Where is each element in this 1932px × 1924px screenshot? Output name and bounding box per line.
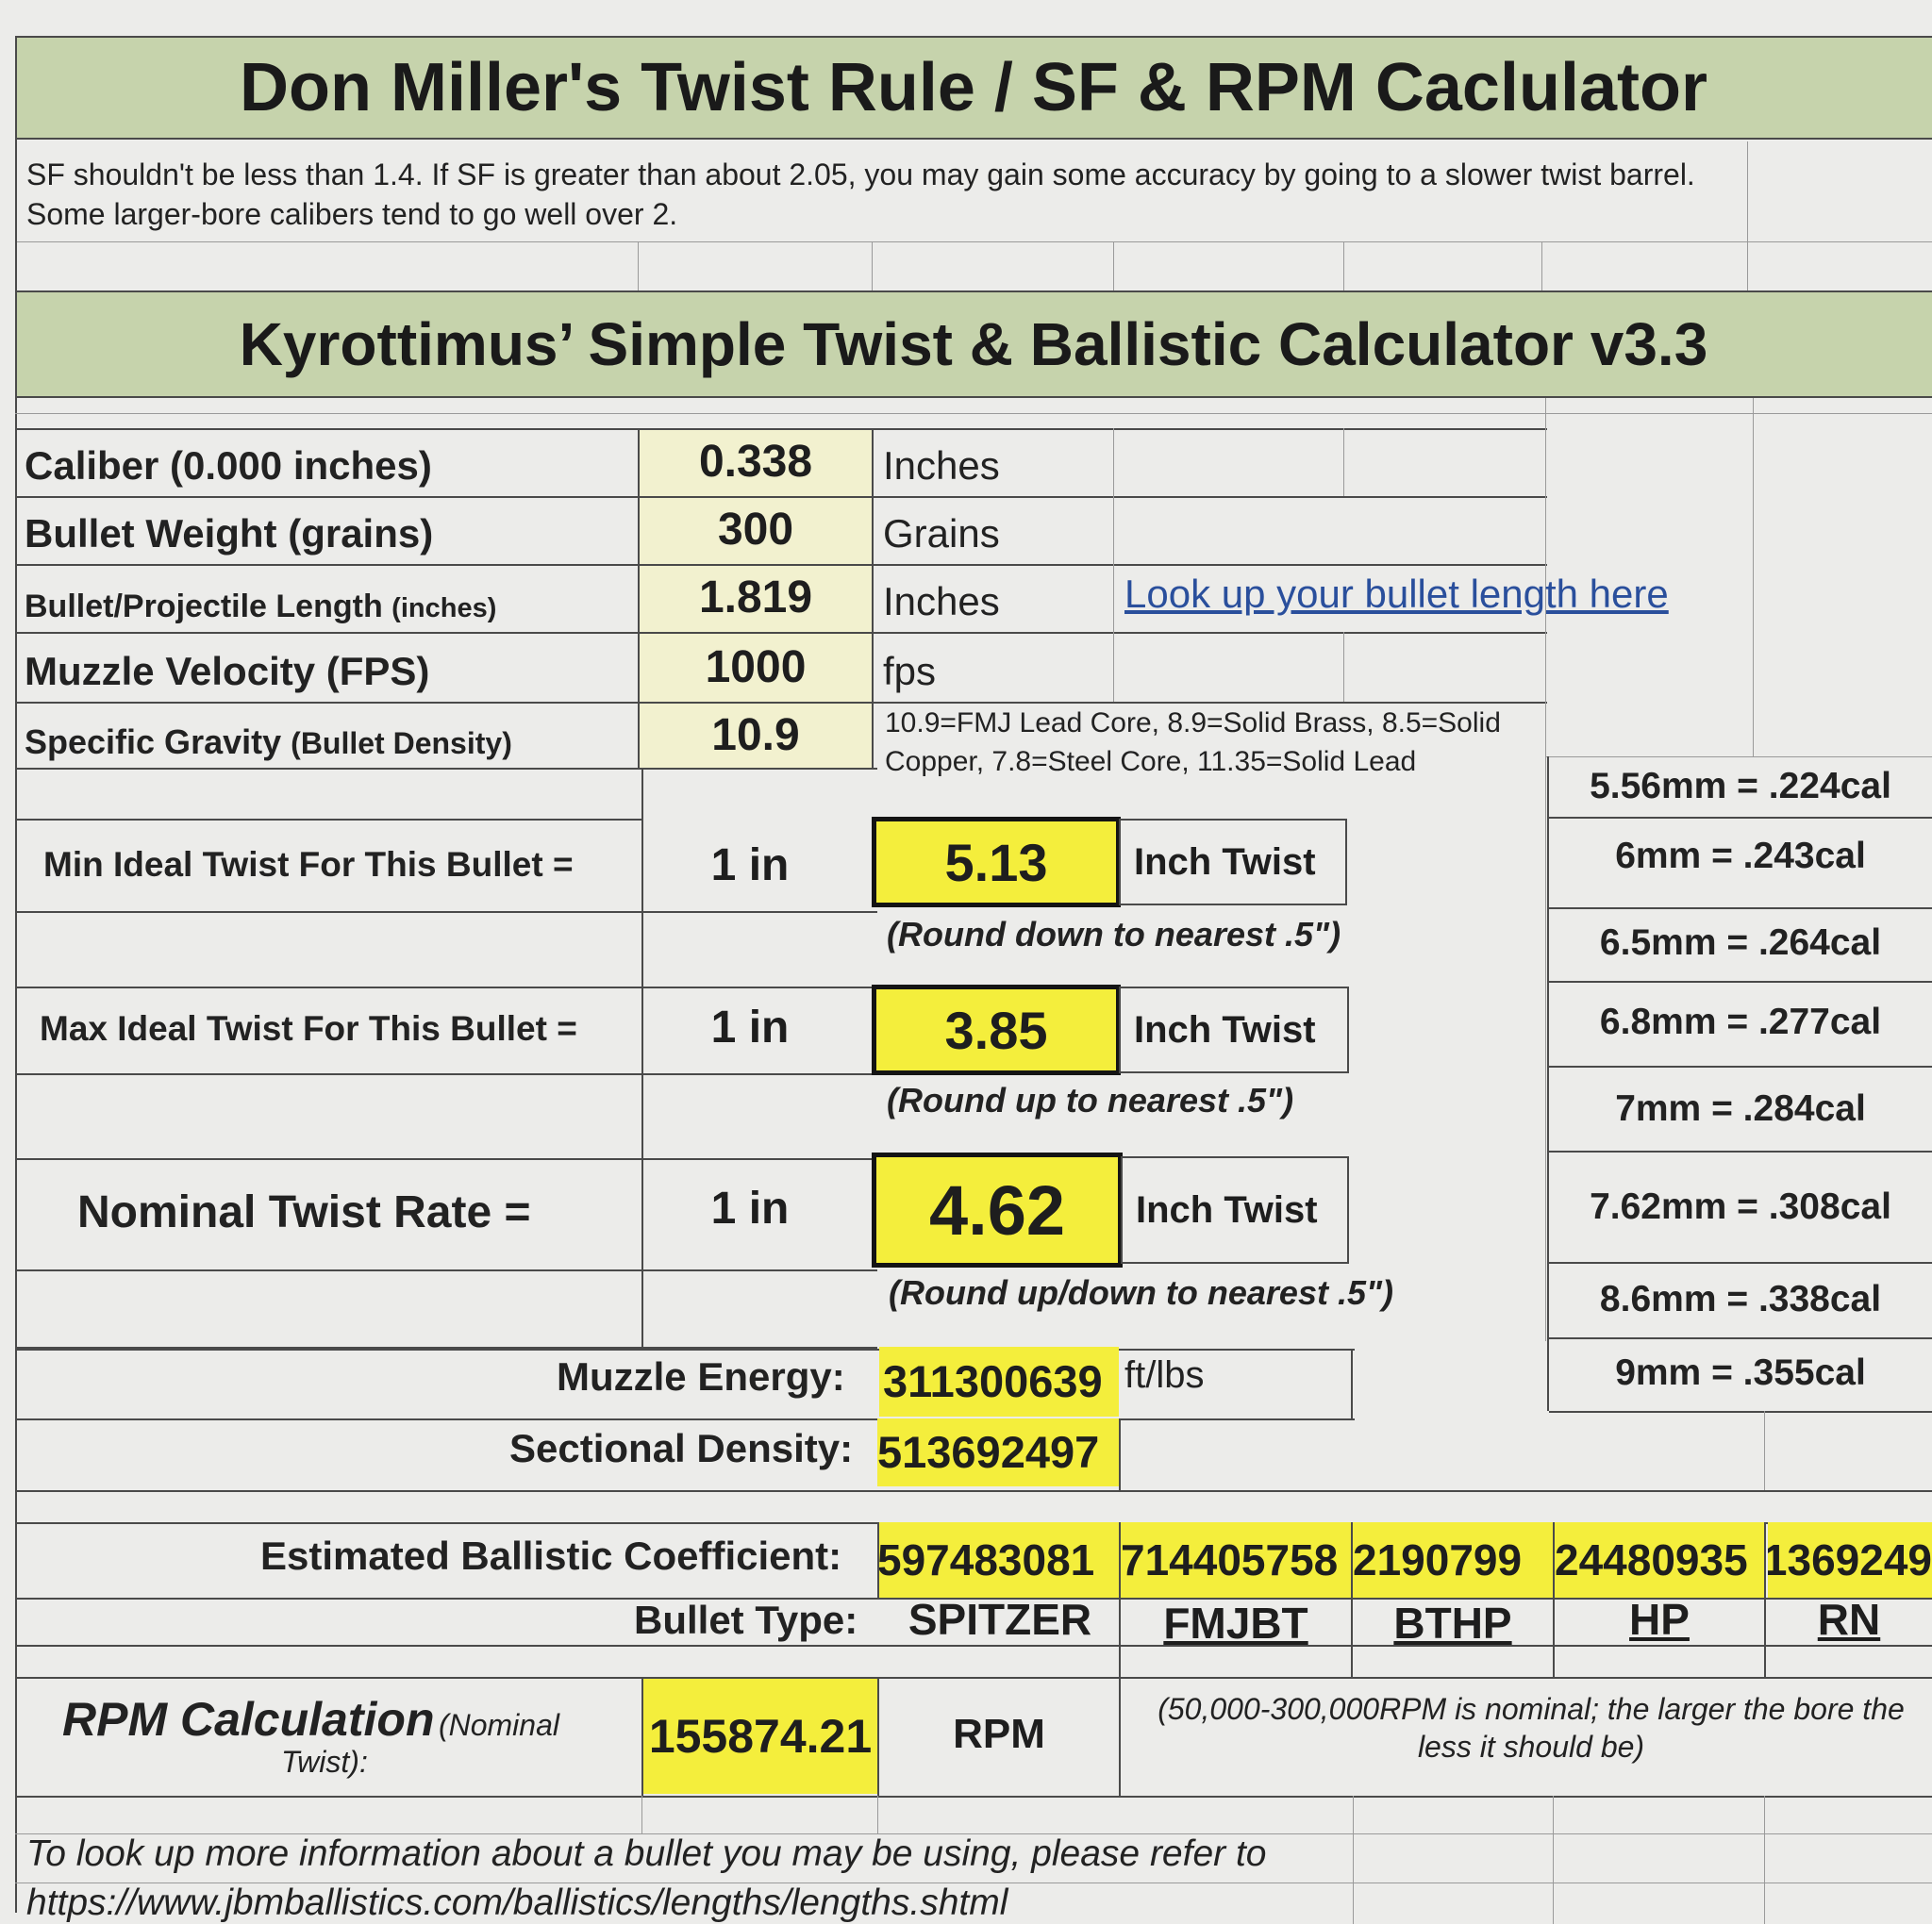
length-label: Bullet/Projectile Length (inches) [25, 589, 496, 625]
bc-label: Estimated Ballistic Coefficient: [260, 1534, 842, 1578]
bc-rn-value: 1369249 [1768, 1535, 1932, 1584]
conversion-8: 9mm = .355cal [1615, 1352, 1866, 1393]
conversion-7: 8.6mm = .338cal [1599, 1279, 1882, 1319]
footer-url[interactable]: https://www.jbmballistics.com/ballistics… [26, 1883, 1008, 1923]
velocity-unit: fps [883, 649, 937, 693]
bullet-type-rn: RN [1817, 1595, 1881, 1644]
length-input[interactable]: 1.819 [698, 572, 813, 622]
velocity-input[interactable]: 1000 [705, 642, 807, 692]
velocity-input-bg [640, 634, 872, 702]
nominal-twist-unit: Inch Twist [1121, 1156, 1349, 1264]
gravity-input-bg [640, 704, 872, 768]
bc-bthp-value: 2190799 [1353, 1535, 1523, 1584]
rpm-unit: RPM [953, 1711, 1045, 1757]
bullet-type-hp: HP [1629, 1595, 1690, 1644]
main-title: Don Miller's Twist Rule / SF & RPM Caclu… [240, 50, 1707, 125]
gravity-note: 10.9=FMJ Lead Core, 8.9=Solid Brass, 8.5… [885, 707, 1501, 777]
density-value: 513692497 [877, 1427, 1100, 1477]
energy-value: 311300639 [883, 1356, 1103, 1406]
length-label-text: Bullet/Projectile Length [25, 589, 383, 624]
calculator-title: Kyrottimus’ Simple Twist & Ballistic Cal… [239, 310, 1708, 378]
min-twist-unit-text: Inch Twist [1134, 840, 1316, 883]
max-twist-value-text: 3.85 [944, 1000, 1048, 1060]
max-twist-note: (Round up to nearest .5") [887, 1081, 1294, 1120]
conversion-5: 7mm = .284cal [1615, 1088, 1866, 1129]
nominal-twist-note: (Round up/down to nearest .5") [889, 1273, 1394, 1312]
conversion-1: 5.56mm = .224cal [1590, 766, 1891, 806]
nominal-twist-value: 4.62 [872, 1153, 1123, 1268]
gravity-label-text: Specific Gravity [25, 722, 282, 761]
caliber-input-bg [640, 430, 872, 496]
max-twist-prefix: 1 in [710, 1003, 790, 1053]
bullet-type-spitzer: SPITZER [908, 1595, 1092, 1644]
caliber-label: Caliber (0.000 inches) [25, 443, 432, 488]
conversion-2: 6mm = .243cal [1615, 836, 1866, 876]
nominal-twist-prefix: 1 in [710, 1184, 790, 1234]
min-twist-label: Min Ideal Twist For This Bullet = [43, 845, 574, 884]
max-twist-unit-text: Inch Twist [1134, 1008, 1316, 1051]
bc-hp-value: 24480935 [1555, 1535, 1748, 1584]
bullet-type-bthp: BTHP [1393, 1599, 1512, 1648]
main-title-banner: Don Miller's Twist Rule / SF & RPM Caclu… [15, 36, 1932, 140]
rpm-value-cell: 155874.21 [643, 1679, 877, 1794]
bullet-type-fmjbt: FMJBT [1163, 1599, 1308, 1648]
length-input-bg [640, 566, 872, 632]
rpm-label-small: (Nominal [438, 1708, 559, 1742]
conversion-6: 7.62mm = .308cal [1590, 1186, 1891, 1227]
bullet-length-link[interactable]: Look up your bullet length here [1124, 572, 1669, 616]
min-twist-prefix: 1 in [710, 840, 790, 890]
energy-value-cell: 311300639 [879, 1347, 1119, 1417]
rpm-note: (50,000-300,000RPM is nominal; the large… [1158, 1692, 1905, 1764]
max-twist-unit: Inch Twist [1119, 987, 1349, 1073]
bc-hp: 24480935 [1555, 1522, 1766, 1598]
bc-fmjbt-value: 714405758 [1121, 1535, 1339, 1584]
nominal-twist-label: Nominal Twist Rate = [77, 1187, 531, 1237]
calculator-title-banner: Kyrottimus’ Simple Twist & Ballistic Cal… [15, 290, 1932, 398]
energy-label: Muzzle Energy: [557, 1354, 845, 1399]
rpm-label-text: RPM Calculation [62, 1693, 435, 1746]
min-twist-value-text: 5.13 [944, 832, 1048, 892]
min-twist-value: 5.13 [872, 817, 1121, 907]
bc-bthp: 2190799 [1353, 1522, 1553, 1598]
bullet-type-label: Bullet Type: [634, 1598, 858, 1642]
footer-text: To look up more information about a bull… [26, 1833, 1267, 1874]
conversion-4: 6.8mm = .277cal [1599, 1002, 1882, 1042]
length-unit: Inches [883, 579, 1000, 623]
min-twist-unit: Inch Twist [1119, 819, 1347, 905]
sf-note: SF shouldn't be less than 1.4. If SF is … [26, 155, 1743, 234]
rpm-label: RPM Calculation (Nominal Twist): [62, 1692, 619, 1780]
weight-input[interactable]: 300 [717, 505, 794, 555]
density-value-cell: 513692497 [877, 1418, 1119, 1486]
caliber-input[interactable]: 0.338 [698, 437, 813, 487]
conversion-3: 6.5mm = .264cal [1599, 922, 1882, 963]
gravity-input[interactable]: 10.9 [711, 710, 800, 760]
caliber-unit: Inches [883, 443, 1000, 488]
nominal-twist-unit-text: Inch Twist [1136, 1188, 1318, 1231]
bc-fmjbt: 714405758 [1121, 1522, 1351, 1598]
energy-unit: ft/lbs [1124, 1354, 1205, 1396]
bc-spitzer-value: 597483081 [877, 1535, 1095, 1584]
max-twist-label: Max Ideal Twist For This Bullet = [40, 1009, 577, 1048]
density-label: Sectional Density: [509, 1426, 854, 1470]
velocity-label: Muzzle Velocity (FPS) [25, 649, 430, 693]
bc-spitzer: 597483081 [877, 1522, 1119, 1598]
gravity-label: Specific Gravity (Bullet Density) [25, 722, 512, 762]
length-label-unit: (inches) [391, 593, 497, 623]
weight-label: Bullet Weight (grains) [25, 511, 434, 556]
max-twist-value: 3.85 [872, 985, 1121, 1075]
nominal-twist-value-text: 4.62 [928, 1170, 1066, 1250]
rpm-value: 155874.21 [648, 1710, 873, 1763]
bc-rn: 1369249 [1768, 1522, 1932, 1598]
sf-note-text: SF shouldn't be less than 1.4. If SF is … [26, 158, 1695, 231]
rpm-label-small2: Twist): [281, 1745, 368, 1779]
weight-unit: Grains [883, 511, 1000, 556]
min-twist-note: (Round down to nearest .5") [887, 915, 1341, 954]
weight-input-bg [640, 498, 872, 564]
gravity-label-unit: (Bullet Density) [291, 726, 512, 760]
